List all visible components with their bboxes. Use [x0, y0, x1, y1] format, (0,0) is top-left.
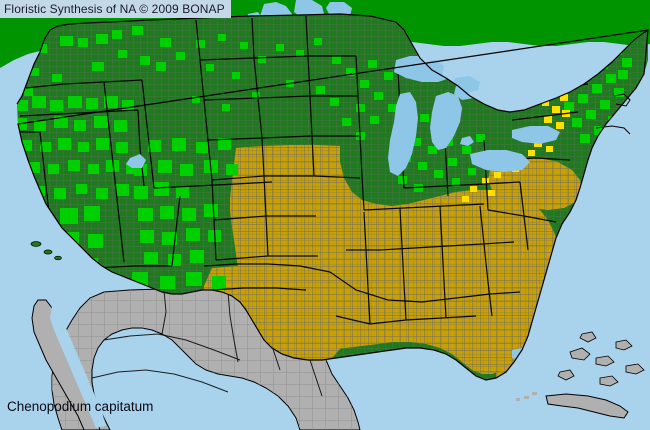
map-title-band: Floristic Synthesis of NA © 2009 BONAP — [0, 0, 231, 18]
species-name-caption: Chenopodium capitatum — [7, 399, 154, 414]
northeast-coast-detail — [595, 93, 631, 135]
usa-coastline — [17, 29, 649, 381]
channel-islands — [30, 241, 62, 261]
usa-northern-boundary — [16, 13, 649, 113]
map-title: Floristic Synthesis of NA © 2009 BONAP — [4, 2, 225, 16]
